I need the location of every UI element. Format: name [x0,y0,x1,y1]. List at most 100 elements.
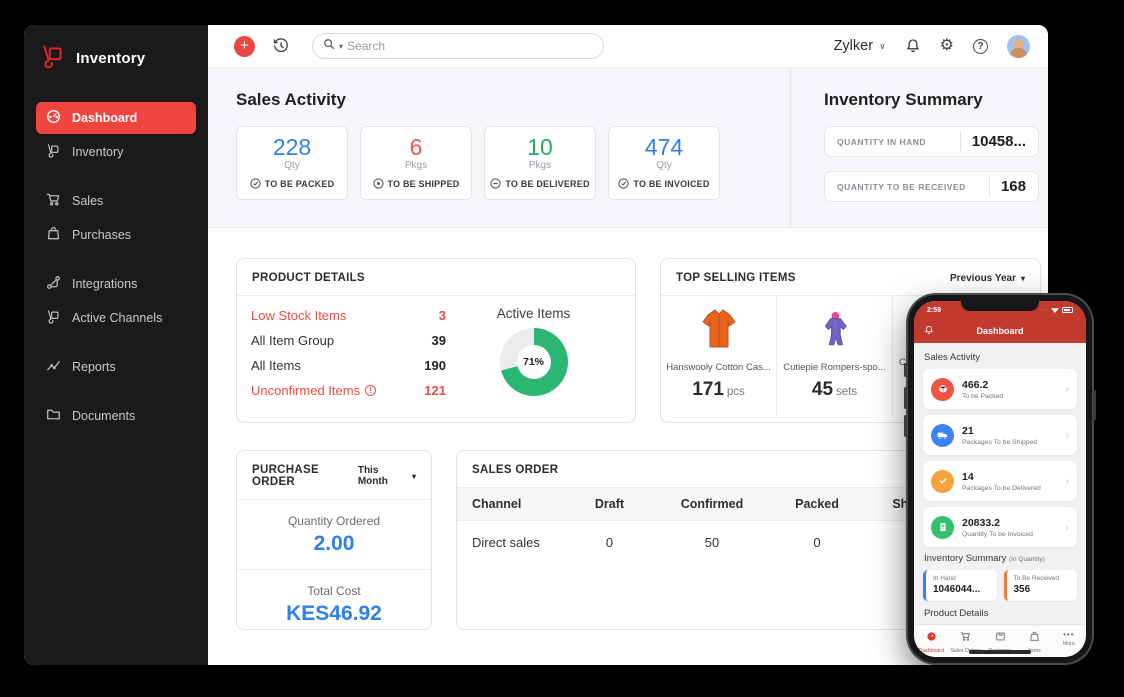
phone-card-to-be-invoiced[interactable]: 20833.2 Quantity To be Invoiced › [923,507,1077,547]
org-switcher[interactable]: Zylker ∨ [834,38,886,54]
chevron-right-icon: › [1065,429,1069,441]
sidebar-item-label: Inventory [72,145,124,159]
phone-mute-switch [904,363,907,377]
sidebar-item-label: Active Channels [72,311,163,325]
sidebar-item-documents[interactable]: Documents [36,400,196,432]
global-search[interactable]: ▾ [312,33,604,59]
quantity-ordered-value: 2.00 [313,532,355,555]
cell-channel: Direct sales [472,535,540,550]
sidebar-item-integrations[interactable]: Integrations [36,268,196,300]
cart-icon [46,192,61,210]
metric-label: TO BE INVOICED [633,178,710,189]
sidebar-item-reports[interactable]: Reports [36,351,196,383]
truck-icon [931,423,954,447]
summary-label: QUANTITY TO BE RECEIVED [837,181,966,192]
search-icon [323,37,335,55]
phone-tab-dashboard[interactable]: Dashboard [914,629,948,654]
notifications-bell-icon[interactable] [905,38,921,54]
sales-activity-cards: 228 Qty TO BE PACKED 6 Pkgs TO BE SHIPPE… [236,126,720,200]
user-avatar[interactable] [1007,34,1030,58]
quantity-to-be-received-box[interactable]: QUANTITY TO BE RECEIVED 168 [824,171,1039,202]
low-stock-row[interactable]: Low Stock Items 3 [251,308,446,323]
phone-screen: 2:59 ··· Dashboard Sales Activity [914,301,1086,657]
phone-tab-more[interactable]: ••• More [1052,629,1086,647]
phone-in-hand-box[interactable]: In Hand 1046044... [923,570,997,601]
sidebar-item-inventory[interactable]: Inventory [36,136,196,168]
column-header[interactable]: Draft [594,497,625,511]
settings-gear-icon[interactable]: ⚙ [939,37,954,54]
phone-tab-items[interactable]: Items [1017,629,1051,654]
all-items-row[interactable]: All Items 190 [251,358,446,373]
phone-mockup: 2:59 ··· Dashboard Sales Activity [904,295,1096,663]
product-name: C... [899,357,1040,368]
bag-icon [46,226,61,244]
sidebar-item-sales[interactable]: Sales [36,185,196,217]
phone-card-to-be-packed[interactable]: 466.2 To be Packed › [923,369,1077,409]
metric-value: 474 [644,134,684,160]
check-circle-icon [618,178,630,189]
chevron-right-icon: › [1065,383,1069,395]
sidebar-item-purchases[interactable]: Purchases [36,219,196,251]
caret-down-icon: ▾ [411,471,416,481]
card-to-be-delivered[interactable]: 10 Pkgs TO BE DELIVERED [484,126,596,200]
sidebar-item-label: Reports [72,360,116,374]
invoice-icon [931,515,954,539]
sidebar: Inventory Dashboard [24,25,208,665]
metric-unit: Pkgs [528,160,552,171]
sidebar-item-label: Integrations [72,277,138,291]
help-icon[interactable]: ? [973,38,988,54]
active-items-donut: 71% [499,328,568,396]
product-name: Cutiepie Rompers-spo... [783,362,886,373]
bag-icon [1030,631,1039,641]
top-selling-item-1[interactable]: Hanswooly Cotton Cas... 171 pcs [661,296,777,417]
search-input[interactable] [347,39,593,53]
search-scope-caret-icon[interactable]: ▾ [339,41,344,51]
top-selling-item-2[interactable]: Cutiepie Rompers-spo... 45 sets [777,296,893,417]
dashboard-icon [46,109,61,127]
integrations-icon [46,275,61,293]
column-header[interactable]: Confirmed [680,497,744,511]
cell-confirmed: 50 [704,535,720,550]
chevron-down-icon: ∨ [879,40,886,51]
card-to-be-invoiced[interactable]: 474 Qty TO BE INVOICED [608,126,720,200]
metric-unit: Pkgs [404,160,428,171]
add-button[interactable]: + [234,35,255,57]
top-selling-item-3[interactable]: C... [893,296,1040,417]
dash-circle-icon [490,178,501,189]
quantity-in-hand-box[interactable]: QUANTITY IN HAND 10458... [824,126,1039,157]
metric-unit: Qty [284,160,300,171]
org-name: Zylker [833,38,874,54]
summary-value: 10458... [959,132,1038,151]
period-select-previous-year[interactable]: Previous Year ▾ [950,272,1025,284]
column-header[interactable]: Channel [472,497,522,511]
total-cost-value: KES46.92 [286,602,382,625]
total-cost-label: Total Cost [307,584,361,598]
phone-home-indicator[interactable] [969,650,1031,654]
column-header[interactable]: Packed [795,497,839,511]
card-to-be-shipped[interactable]: 6 Pkgs TO BE SHIPPED [360,126,472,200]
sales-order-title: SALES ORDER [472,464,559,476]
phone-time: 2:59 [927,306,942,314]
donut-percent: 71% [516,345,551,379]
period-select-this-month[interactable]: This Month ▾ [357,465,416,487]
sidebar-item-label: Dashboard [72,111,138,125]
card-to-be-packed[interactable]: 228 Qty TO BE PACKED [236,126,348,200]
wifi-icon [1051,308,1059,313]
sidebar-item-dashboard[interactable]: Dashboard [36,102,196,134]
phone-notch [961,301,1039,311]
inventory-summary-title: Inventory Summary [824,90,983,109]
handtruck-icon [46,143,61,161]
history-icon[interactable] [272,37,290,55]
purchase-order-title: PURCHASE ORDER [252,464,319,488]
caret-down-icon: ▾ [1020,273,1025,283]
product-name: Hanswooly Cotton Cas... [666,362,771,373]
phone-tab-sales-orders[interactable]: Sales Orders [948,629,982,654]
all-item-group-row[interactable]: All Item Group 39 [251,333,446,348]
phone-to-be-received-box[interactable]: To Be Received 356 [1003,570,1077,601]
unconfirmed-items-row[interactable]: Unconfirmed Items ! 121 [251,383,446,398]
phone-card-to-be-delivered[interactable]: 14 Packages To be Delivered › [923,461,1077,501]
top-selling-title: TOP SELLING ITEMS [676,272,796,284]
sidebar-item-active-channels[interactable]: Active Channels [36,302,196,334]
phone-card-to-be-shipped[interactable]: 21 Packages To be Shipped › [923,415,1077,455]
phone-bell-icon[interactable] [924,322,934,340]
